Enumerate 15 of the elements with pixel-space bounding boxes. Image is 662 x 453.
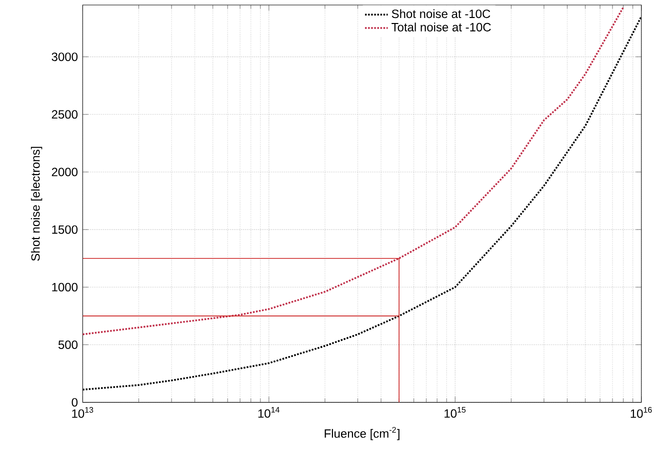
y-tick-label: 1000 [52,282,78,292]
y-tick-label: 3000 [52,52,78,62]
x-tick-label: 10$^{13}$ [72,407,94,418]
legend-label: Total noise at -10C [392,22,491,32]
y-axis-title: Shot noise [electrons] [30,146,42,261]
y-tick-label: 0 [72,398,78,407]
y-tick-label: 2500 [52,110,78,119]
y-tick-label: 1500 [52,225,78,234]
legend-label: Shot noise at -10C [392,9,490,18]
x-axis-title: Fluence [cm$^{-2}$] [324,426,400,440]
x-tick-label: 10$^{16}$ [630,407,652,418]
x-tick-label: 10$^{14}$ [258,407,280,418]
y-tick-label: 500 [58,340,78,349]
x-tick-label: 10$^{15}$ [444,407,466,418]
y-tick-label: 2000 [52,168,78,176]
